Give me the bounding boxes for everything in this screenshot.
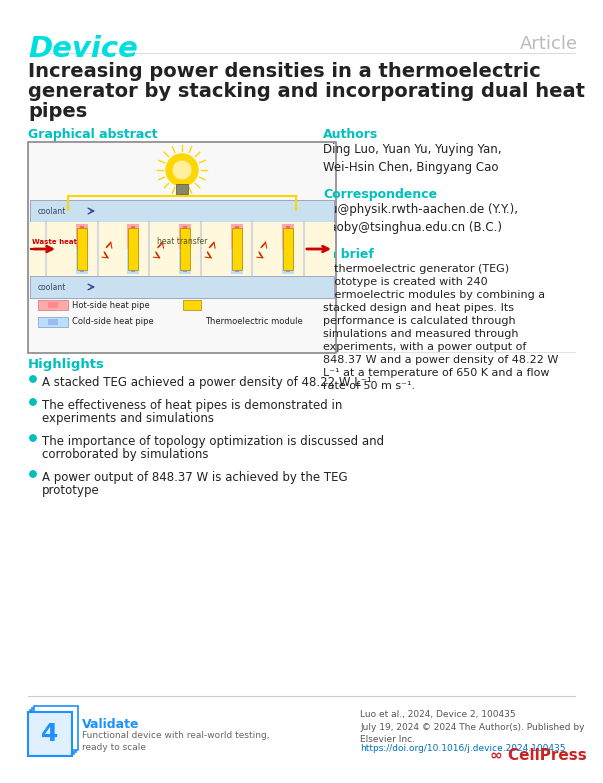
Text: A power output of 848.37 W is achieved by the TEG: A power output of 848.37 W is achieved b…: [42, 471, 347, 484]
Bar: [286, 226, 290, 247]
Bar: [127, 249, 139, 274]
Text: coolant: coolant: [38, 207, 66, 215]
Bar: [176, 184, 188, 194]
Bar: [283, 229, 293, 269]
Text: https://doi.org/10.1016/j.device.2024.100435: https://doi.org/10.1016/j.device.2024.10…: [360, 744, 566, 753]
Bar: [282, 249, 294, 274]
Text: simulations and measured through: simulations and measured through: [323, 329, 519, 339]
Text: performance is calculated through: performance is calculated through: [323, 316, 516, 326]
Bar: [232, 229, 242, 269]
Circle shape: [30, 399, 36, 405]
Bar: [29, 143, 335, 352]
Bar: [230, 224, 242, 249]
Text: yu@physik.rwth-aachen.de (Y.Y.),
caoby@tsinghua.edu.cn (B.C.): yu@physik.rwth-aachen.de (Y.Y.), caoby@t…: [323, 203, 518, 234]
Text: Waste heat: Waste heat: [32, 239, 77, 245]
Text: thermoelectric modules by combining a: thermoelectric modules by combining a: [323, 290, 545, 300]
Text: Correspondence: Correspondence: [323, 188, 437, 201]
Bar: [230, 249, 242, 274]
Text: The effectiveness of heat pipes is demonstrated in: The effectiveness of heat pipes is demon…: [42, 399, 343, 412]
Text: Graphical abstract: Graphical abstract: [28, 128, 157, 141]
Bar: [179, 249, 191, 274]
Text: prototype: prototype: [42, 484, 99, 497]
Bar: [282, 224, 294, 249]
Text: Device: Device: [28, 35, 138, 63]
Text: Article: Article: [520, 35, 578, 53]
Text: A thermoelectric generator (TEG): A thermoelectric generator (TEG): [323, 264, 509, 274]
Circle shape: [30, 471, 36, 477]
Text: Functional device with real-world testing,
ready to scale: Functional device with real-world testin…: [82, 731, 270, 752]
Bar: [80, 226, 84, 247]
Bar: [34, 706, 78, 750]
Text: Hot-side heat pipe: Hot-side heat pipe: [72, 301, 150, 309]
Bar: [180, 229, 190, 269]
Text: Luo et al., 2024, Device 2, 100435
July 19, 2024 © 2024 The Author(s). Published: Luo et al., 2024, Device 2, 100435 July …: [360, 710, 584, 744]
Bar: [128, 229, 139, 269]
Text: Validate: Validate: [82, 718, 139, 731]
Bar: [80, 251, 84, 272]
Text: Cold-side heat pipe: Cold-side heat pipe: [72, 317, 154, 327]
Bar: [28, 142, 336, 353]
Text: 848.37 W and a power density of 48.22 W: 848.37 W and a power density of 48.22 W: [323, 355, 558, 365]
Text: The importance of topology optimization is discussed and: The importance of topology optimization …: [42, 435, 384, 448]
Bar: [183, 226, 187, 247]
Text: A stacked TEG achieved a power density of 48.22 W L⁻¹: A stacked TEG achieved a power density o…: [42, 376, 372, 389]
Bar: [235, 226, 239, 247]
Bar: [286, 251, 290, 272]
Text: experiments, with a power output of: experiments, with a power output of: [323, 342, 526, 352]
Text: heat transfer: heat transfer: [157, 237, 207, 246]
Bar: [30, 222, 334, 276]
Text: generator by stacking and incorporating dual heat: generator by stacking and incorporating …: [28, 82, 585, 101]
Text: stacked design and heat pipes. Its: stacked design and heat pipes. Its: [323, 303, 514, 313]
Circle shape: [166, 154, 198, 186]
Text: coolant: coolant: [38, 283, 66, 291]
Bar: [30, 200, 334, 222]
Bar: [183, 251, 187, 272]
Bar: [30, 276, 334, 298]
Text: In brief: In brief: [323, 248, 374, 261]
Bar: [127, 224, 139, 249]
Text: prototype is created with 240: prototype is created with 240: [323, 277, 488, 287]
Bar: [77, 229, 87, 269]
Text: L⁻¹ at a temperature of 650 K and a flow: L⁻¹ at a temperature of 650 K and a flow: [323, 368, 549, 378]
Bar: [28, 712, 72, 756]
Bar: [38, 300, 68, 310]
Bar: [131, 251, 136, 272]
Text: corroborated by simulations: corroborated by simulations: [42, 448, 209, 461]
Bar: [38, 317, 68, 327]
Bar: [235, 251, 239, 272]
Text: Authors: Authors: [323, 128, 378, 141]
Bar: [48, 319, 58, 325]
Text: rate of 50 m s⁻¹.: rate of 50 m s⁻¹.: [323, 381, 415, 391]
Bar: [76, 224, 88, 249]
Circle shape: [30, 376, 36, 382]
Text: ∞ CellPress: ∞ CellPress: [490, 748, 587, 763]
Text: pipes: pipes: [28, 102, 87, 121]
Circle shape: [173, 161, 191, 179]
Text: Highlights: Highlights: [28, 358, 105, 371]
Bar: [179, 224, 191, 249]
Text: Increasing power densities in a thermoelectric: Increasing power densities in a thermoel…: [28, 62, 541, 81]
Circle shape: [30, 435, 36, 441]
Text: experiments and simulations: experiments and simulations: [42, 412, 214, 425]
Bar: [48, 302, 58, 308]
Text: Ding Luo, Yuan Yu, Yuying Yan,
Wei-Hsin Chen, Bingyang Cao: Ding Luo, Yuan Yu, Yuying Yan, Wei-Hsin …: [323, 143, 502, 175]
Bar: [30, 710, 74, 754]
Bar: [32, 708, 76, 752]
Text: 4: 4: [42, 722, 58, 746]
Bar: [183, 300, 201, 310]
Text: Thermoelectric module: Thermoelectric module: [205, 317, 303, 327]
Bar: [131, 226, 136, 247]
Bar: [76, 249, 88, 274]
